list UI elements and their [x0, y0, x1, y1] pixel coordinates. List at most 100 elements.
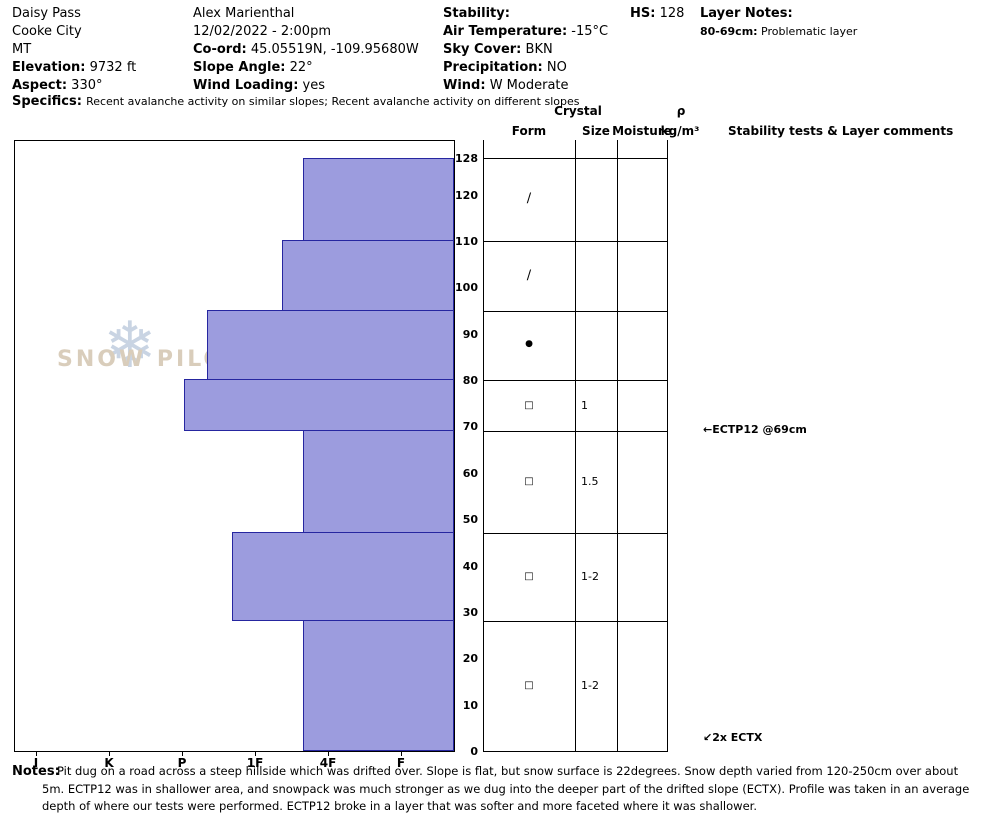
table-hline-0cm [483, 751, 668, 752]
hardness-label-4F: 4F [319, 756, 337, 770]
header-line: Elevation: 9732 ft [12, 60, 137, 75]
hardness-tick [109, 752, 110, 756]
field-label: 80-69cm: [700, 25, 758, 38]
field-label: Co-ord: [193, 42, 247, 57]
hardness-tick [255, 752, 256, 756]
table-hline-47cm [483, 533, 668, 535]
table-vline [575, 140, 576, 752]
specifics-label: Specifics: [12, 94, 82, 109]
header-line: 12/02/2022 - 2:00pm [193, 24, 331, 39]
grain-size-value: 1 [581, 398, 588, 412]
hardness-tick [328, 752, 329, 756]
depth-label-0: 0 [470, 745, 478, 758]
moisture-header: Moisture [612, 124, 672, 138]
depth-label-60: 60 [462, 466, 478, 480]
field-label: Elevation: [12, 60, 86, 75]
specifics-text: Recent avalanche activity on similar slo… [86, 95, 580, 108]
depth-label-128: 128 [455, 151, 478, 165]
header-line: Aspect: 330° [12, 78, 103, 93]
depth-label-100: 100 [455, 281, 478, 295]
grain-form-fc-icon: □ [524, 399, 534, 411]
header-line: Wind Loading: yes [193, 78, 325, 93]
depth-label-50: 50 [462, 513, 478, 527]
field-label: Wind: [443, 78, 486, 93]
field-label: Wind Loading: [193, 78, 299, 93]
depth-label-120: 120 [455, 188, 478, 202]
layer-bar-28-0cm [303, 620, 454, 751]
layer-bar-80-69cm [184, 379, 454, 432]
header-line: 80-69cm: Problematic layer [700, 25, 858, 38]
table-hline-80cm [483, 380, 668, 382]
table-vline [483, 140, 484, 752]
header-line: Cooke City [12, 24, 82, 39]
hardness-label-I: I [33, 756, 39, 770]
table-hline-128cm [483, 157, 668, 159]
hardness-label-F: F [396, 756, 406, 770]
depth-label-80: 80 [462, 374, 478, 388]
layer-bar-95-80cm [206, 309, 454, 381]
depth-label-70: 70 [462, 420, 478, 434]
grain-form-fc-icon: □ [524, 680, 534, 692]
size-header: Size [582, 124, 610, 138]
layer-bar-128-110cm [303, 157, 454, 242]
notes-label: Notes: [12, 764, 60, 779]
header-line: Air Temperature: -15°C [443, 24, 609, 39]
form-header: Form [511, 124, 547, 138]
header-line: MT [12, 42, 32, 57]
grain-form-rg-icon: ● [525, 339, 533, 350]
hardness-profile-chart: ❄ SNOW PILOT [14, 140, 455, 752]
field-label: Slope Angle: [193, 60, 286, 75]
depth-label-20: 20 [462, 652, 478, 666]
layer-bar-69-47cm [303, 430, 454, 534]
depth-label-110: 110 [455, 235, 478, 249]
stability-test-2: ↙2x ECTX [703, 731, 763, 744]
table-vline [617, 140, 618, 752]
table-hline-69cm [483, 431, 668, 433]
header-column-4: HS: 128 [630, 5, 684, 23]
table-hline-28cm [483, 621, 668, 623]
grain-size-value: 1-2 [581, 570, 599, 584]
header-column-2: Alex Marienthal 12/02/2022 - 2:00pm Co-ord… [193, 5, 419, 95]
hardness-label-K: K [104, 756, 114, 770]
notes-section: Notes: Pit dug on a road across a steep … [12, 763, 980, 816]
field-label: Air Temperature: [443, 24, 568, 39]
table-hline-110cm [483, 241, 668, 243]
depth-label-90: 90 [462, 327, 478, 341]
arrow-icon: ← [703, 423, 713, 437]
depth-label-30: 30 [462, 605, 478, 619]
field-label: Layer Notes: [700, 6, 793, 21]
header-line: Daisy Pass [12, 6, 81, 21]
snowflake-icon: ❄ [103, 309, 157, 383]
header-line: HS: 128 [630, 6, 685, 21]
field-label: Sky Cover: [443, 42, 522, 57]
hardness-label-1F: 1F [246, 756, 264, 770]
arrow-icon: ↙ [703, 731, 713, 744]
grain-size-value: 1.5 [581, 475, 599, 489]
header-line: Slope Angle: 22° [193, 60, 313, 75]
grain-form-df-icon: ∕ [526, 191, 532, 207]
grain-form-fc-icon: □ [524, 476, 534, 488]
table-vline [667, 140, 668, 752]
density-units-header: kg/m³ [660, 124, 700, 138]
hardness-label-P: P [177, 756, 187, 770]
notes-text: Pit dug on a road across a steep hillsid… [42, 764, 970, 813]
density-rho-header: ρ [676, 104, 686, 118]
stability-test-1: ←ECTP12 @69cm [703, 423, 807, 437]
hardness-tick [182, 752, 183, 756]
header-line: Wind: W Moderate [443, 78, 569, 93]
depth-label-10: 10 [462, 698, 478, 712]
header-column-5: Layer Notes: 80-69cm: Problematic layer [700, 5, 857, 41]
header-line: Stability: [443, 5, 608, 23]
header-line: Layer Notes: [700, 5, 857, 23]
hardness-tick [401, 752, 402, 756]
crystal-header: Crystal [554, 104, 602, 118]
header-line: Alex Marienthal [193, 6, 295, 21]
specifics-line: Specifics: Recent avalanche activity on … [12, 94, 579, 109]
header-line: Precipitation: NO [443, 60, 567, 75]
grain-form-df-icon: ∕ [526, 267, 532, 283]
grain-size-value: 1-2 [581, 679, 599, 693]
field-label: Stability: [443, 6, 510, 21]
field-label: HS: [630, 6, 656, 21]
grain-form-fc-icon: □ [524, 571, 534, 583]
